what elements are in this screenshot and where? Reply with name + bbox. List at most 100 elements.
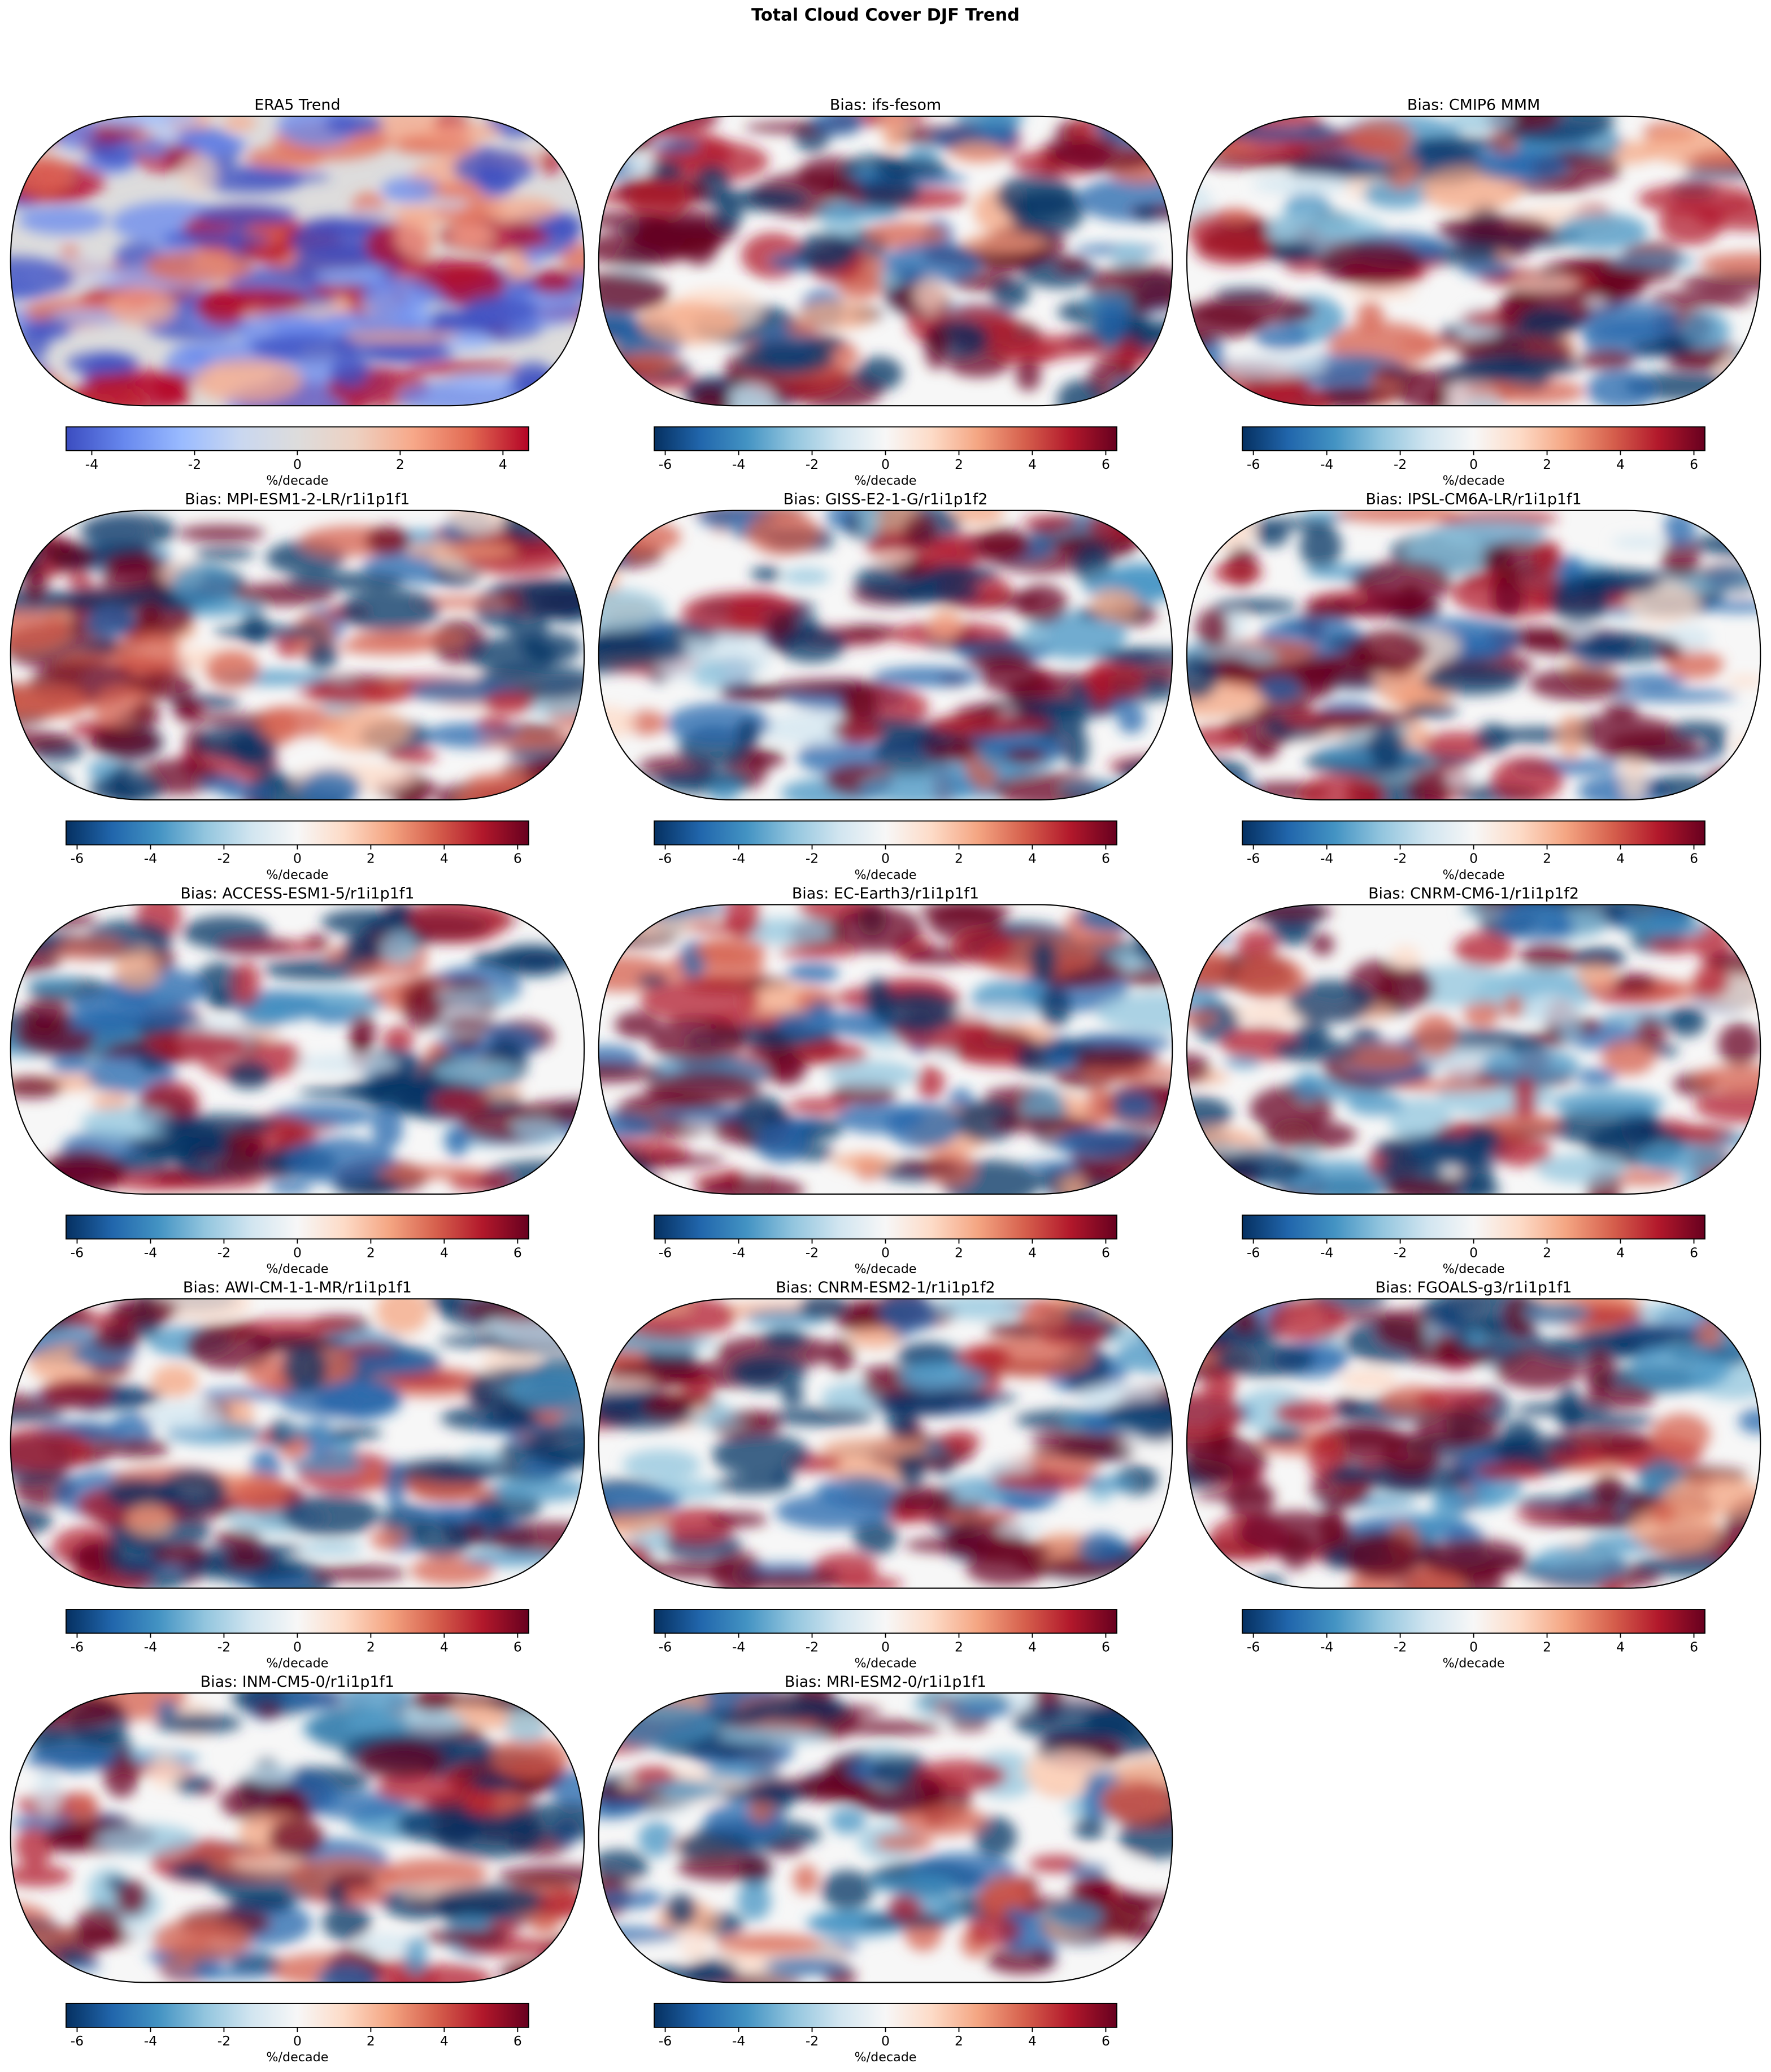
map-blob bbox=[286, 572, 406, 591]
map-blob bbox=[376, 1299, 430, 1334]
map-blob bbox=[1611, 535, 1667, 549]
colorbar-tick-label: 2 bbox=[367, 1639, 375, 1655]
map-blob bbox=[895, 1160, 960, 1172]
map-texture bbox=[1186, 904, 1761, 1194]
map-blob bbox=[1692, 1065, 1761, 1092]
map-blob bbox=[524, 1425, 585, 1468]
map-blob bbox=[67, 572, 93, 589]
map-blob bbox=[40, 1379, 112, 1407]
map-blob bbox=[1596, 743, 1709, 762]
map-blob bbox=[1295, 1071, 1321, 1101]
colorbar-tick-label: 6 bbox=[1102, 1245, 1110, 1261]
map-blob bbox=[1020, 625, 1046, 647]
map-blob bbox=[1112, 243, 1147, 271]
colorbar-tick-label: 0 bbox=[881, 2033, 890, 2049]
map-blob bbox=[1680, 1171, 1738, 1194]
map-blob bbox=[714, 1934, 824, 1954]
map-blob bbox=[955, 1101, 1019, 1142]
colorbar-tick-label: -4 bbox=[144, 2033, 157, 2049]
map-blob bbox=[951, 1007, 1037, 1018]
map-blob bbox=[1066, 1862, 1109, 1877]
map-blob bbox=[1710, 780, 1755, 800]
map-blob bbox=[697, 1177, 805, 1194]
map-blob bbox=[524, 754, 585, 800]
map-blob bbox=[1122, 968, 1173, 987]
map-blob bbox=[1224, 1057, 1261, 1069]
map-blob bbox=[1584, 1348, 1615, 1395]
map-blob bbox=[315, 269, 385, 284]
map-blob bbox=[1633, 1555, 1742, 1577]
colorbar-tick-label: 4 bbox=[1616, 851, 1625, 867]
map-blob bbox=[986, 1947, 1057, 1974]
map-blob bbox=[1408, 1348, 1498, 1367]
map-blob bbox=[1186, 774, 1259, 800]
map-blob bbox=[1349, 629, 1429, 674]
map-blob bbox=[1447, 116, 1516, 132]
map-blob bbox=[1085, 1475, 1137, 1492]
map-blob bbox=[213, 625, 329, 639]
map-blob bbox=[1077, 904, 1144, 933]
map-blob bbox=[1422, 664, 1522, 695]
map-outline bbox=[10, 510, 585, 801]
colorbar-tick-label: -2 bbox=[806, 1639, 819, 1655]
map-blob bbox=[737, 1882, 771, 1921]
map-blob bbox=[439, 261, 505, 307]
map-blob bbox=[1193, 116, 1259, 133]
colorbar-label: %/decade bbox=[1443, 1262, 1505, 1277]
map-blob bbox=[963, 232, 1045, 254]
map-blob bbox=[1216, 1342, 1315, 1377]
map-blob bbox=[715, 1475, 791, 1494]
map-blob bbox=[1186, 758, 1250, 791]
colorbar-tick-label: 0 bbox=[881, 456, 890, 472]
map-blob bbox=[1664, 511, 1696, 547]
map-blob bbox=[787, 963, 839, 984]
colorbar bbox=[66, 1609, 529, 1634]
map-blob bbox=[309, 1791, 407, 1819]
colorbar-tick-label: -2 bbox=[1394, 851, 1407, 867]
map-outline bbox=[10, 904, 585, 1195]
colorbar-label: %/decade bbox=[855, 1262, 917, 1277]
map-blob bbox=[1186, 1437, 1268, 1482]
map-blob bbox=[865, 221, 947, 249]
map-blob bbox=[1652, 1413, 1711, 1456]
map-blob bbox=[171, 565, 236, 608]
map-blob bbox=[685, 921, 763, 933]
map-blob bbox=[598, 632, 687, 667]
map-blob bbox=[1100, 1778, 1171, 1823]
map-blob bbox=[1119, 1816, 1173, 1859]
map-blob bbox=[432, 1089, 490, 1115]
map-blob bbox=[294, 1054, 399, 1073]
map-blob bbox=[452, 149, 534, 187]
map-blob bbox=[665, 1893, 697, 1927]
colorbar-tick-label: -2 bbox=[806, 851, 819, 867]
map-blob bbox=[638, 1821, 676, 1857]
map-blob bbox=[1717, 1022, 1761, 1066]
colorbar bbox=[66, 820, 529, 846]
map-blob bbox=[781, 1383, 804, 1407]
map-blob bbox=[1358, 1460, 1472, 1493]
map-blob bbox=[53, 116, 96, 150]
map-blob bbox=[849, 1326, 900, 1348]
map-blob bbox=[690, 1958, 738, 1980]
map-blob bbox=[382, 1026, 414, 1053]
map-blob bbox=[1560, 1414, 1657, 1429]
map-blob bbox=[707, 1512, 768, 1527]
map-blob bbox=[1028, 1897, 1065, 1909]
map-blob bbox=[1615, 973, 1657, 993]
map-blob bbox=[787, 1098, 850, 1114]
map-blob bbox=[1373, 1134, 1494, 1165]
panel-title: Bias: MPI-ESM1-2-LR/r1i1p1f1 bbox=[185, 490, 410, 508]
map-blob bbox=[704, 1766, 782, 1781]
map-blob bbox=[622, 1449, 701, 1481]
map-blob bbox=[107, 287, 176, 326]
map-blob bbox=[1651, 1500, 1675, 1526]
map-blob bbox=[646, 1070, 760, 1107]
map-blob bbox=[1679, 116, 1761, 123]
colorbar bbox=[66, 2003, 529, 2028]
map-outline bbox=[1186, 510, 1761, 801]
map-blob bbox=[1546, 921, 1576, 938]
map-blob bbox=[1117, 337, 1141, 367]
map-blob bbox=[236, 1475, 289, 1510]
map-blob bbox=[835, 718, 882, 743]
map-blob bbox=[35, 1769, 60, 1816]
